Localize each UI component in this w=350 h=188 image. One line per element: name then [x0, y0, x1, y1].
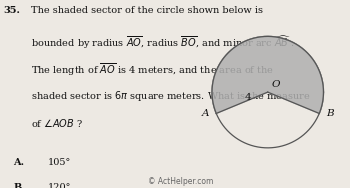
Text: O: O [272, 80, 280, 89]
Text: 120°: 120° [47, 183, 71, 188]
Text: B: B [326, 109, 334, 118]
Text: 35.: 35. [4, 6, 20, 15]
Text: of $\angle AOB$ ?: of $\angle AOB$ ? [32, 117, 84, 129]
Text: © ActHelper.com: © ActHelper.com [148, 177, 213, 186]
Text: bounded by radius $\overline{AO}$, radius $\overline{BO}$, and minor arc $\wideh: bounded by radius $\overline{AO}$, radiu… [32, 33, 295, 51]
Text: 105°: 105° [47, 158, 71, 167]
Text: The length of $\overline{AO}$ is 4 meters, and the area of the: The length of $\overline{AO}$ is 4 meter… [32, 61, 275, 78]
Text: A: A [202, 109, 210, 118]
Text: shaded sector is $6\pi$ square meters. What is the measure: shaded sector is $6\pi$ square meters. W… [32, 89, 311, 103]
Text: A.: A. [14, 158, 25, 167]
Text: The shaded sector of the circle shown below is: The shaded sector of the circle shown be… [32, 6, 264, 15]
Polygon shape [212, 36, 323, 113]
Text: B.: B. [14, 183, 25, 188]
Text: 4: 4 [245, 93, 252, 102]
